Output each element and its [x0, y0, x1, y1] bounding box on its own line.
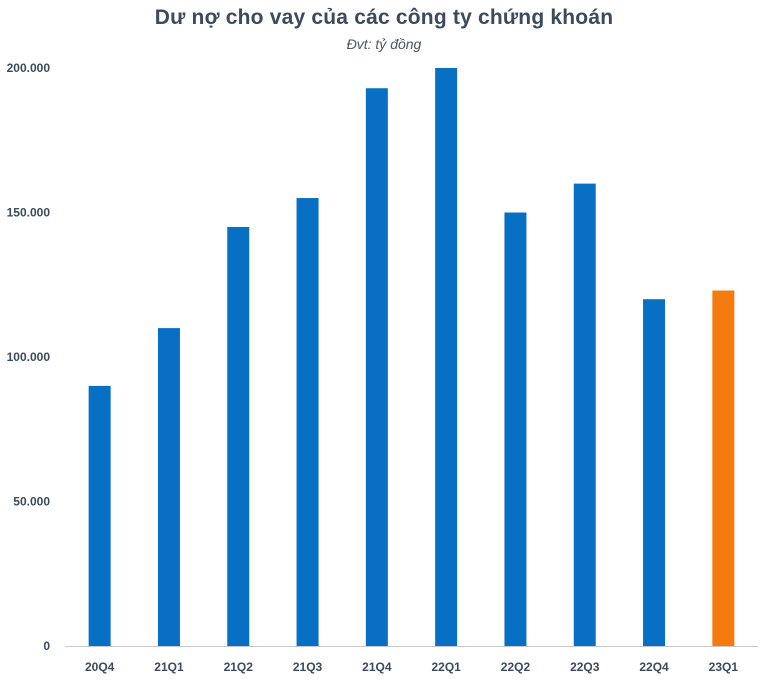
bar-series	[88, 68, 735, 647]
x-tick-label: 21Q1	[154, 660, 184, 674]
y-tick-label: 100.000	[7, 350, 51, 364]
y-tick-label: 0	[43, 639, 50, 653]
y-tick-label: 200.000	[7, 61, 51, 75]
bar-23q1	[712, 290, 735, 646]
x-tick-label: 22Q1	[431, 660, 461, 674]
bar-22q3	[573, 183, 596, 646]
x-tick-label: 22Q2	[501, 660, 531, 674]
y-tick-label: 50.000	[13, 495, 50, 509]
x-tick-label: 20Q4	[85, 660, 115, 674]
x-axis-ticks: 20Q4 21Q1 21Q2 21Q3 21Q4 22Q1 22Q2 22Q3 22Q4 23Q1	[85, 660, 738, 674]
bar-21q4	[365, 88, 388, 647]
x-tick-label: 23Q1	[709, 660, 739, 674]
chart-title: Dư nợ cho vay của các công ty chứng khoá…	[154, 6, 614, 29]
y-axis-ticks: 0 50.000 100.000 150.000 200.000	[7, 61, 51, 653]
bar-22q1	[435, 68, 458, 646]
bar-20q4	[88, 385, 111, 646]
bar-21q3	[296, 198, 319, 647]
bar-22q2	[504, 212, 527, 646]
bar-21q2	[227, 226, 250, 646]
bar-21q1	[157, 328, 180, 646]
x-tick-label: 21Q2	[224, 660, 254, 674]
x-tick-label: 21Q3	[293, 660, 323, 674]
chart-subtitle: Đvt: tỷ đồng	[346, 36, 422, 52]
y-tick-label: 150.000	[7, 206, 51, 220]
x-tick-label: 22Q4	[639, 660, 669, 674]
bar-22q4	[643, 299, 666, 646]
x-tick-label: 21Q4	[362, 660, 392, 674]
x-tick-label: 22Q3	[570, 660, 600, 674]
